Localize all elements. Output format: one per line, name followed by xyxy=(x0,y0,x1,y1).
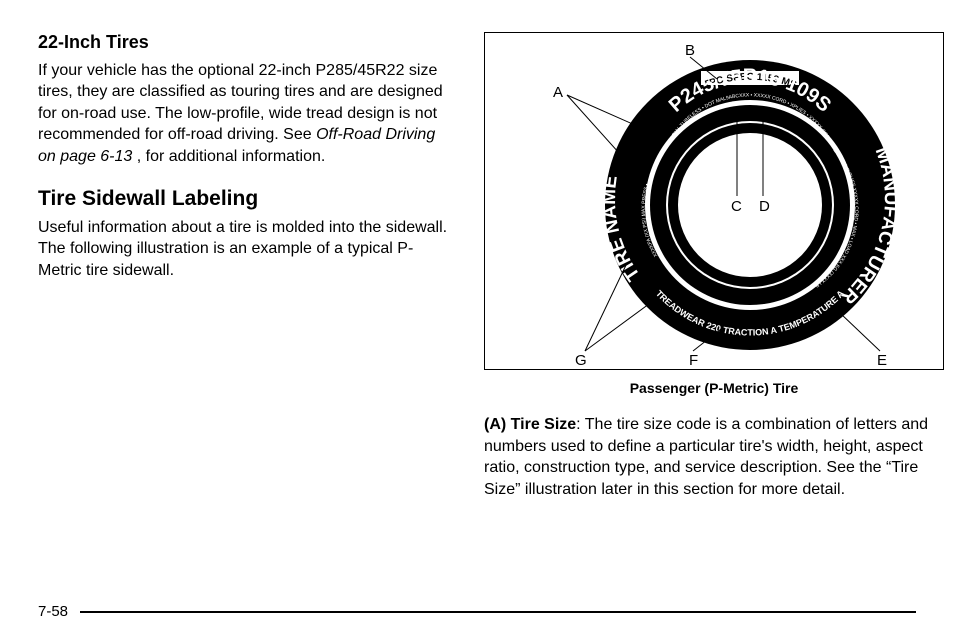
para-sidewall: Useful information about a tire is molde… xyxy=(38,217,456,282)
footer-rule xyxy=(80,611,916,613)
tire-figure: TPC SPEC 1153 MS P245/75R16 109S RADIAL … xyxy=(484,32,944,370)
figure-caption: Passenger (P-Metric) Tire xyxy=(484,380,944,396)
label-a: A xyxy=(553,84,563,101)
label-f: F xyxy=(689,352,698,369)
left-column: 22-Inch Tires If your vehicle has the op… xyxy=(38,32,456,504)
right-column: TPC SPEC 1153 MS P245/75R16 109S RADIAL … xyxy=(484,32,944,504)
label-e: E xyxy=(877,352,887,369)
label-b: B xyxy=(685,42,695,59)
entry-a-tire-size: (A) Tire Size: The tire size code is a c… xyxy=(484,414,944,500)
heading-22-inch-tires: 22-Inch Tires xyxy=(38,32,456,54)
entry-a-colon: : xyxy=(576,416,585,433)
para-22-inch: If your vehicle has the optional 22-inch… xyxy=(38,60,456,168)
label-d: D xyxy=(759,198,770,215)
heading-tire-sidewall: Tire Sidewall Labeling xyxy=(38,186,456,211)
page-footer: 7-58 xyxy=(38,603,916,620)
page-number: 7-58 xyxy=(38,603,68,620)
label-g: G xyxy=(575,352,587,369)
label-c: C xyxy=(731,198,742,215)
tire-diagram-svg: TPC SPEC 1153 MS P245/75R16 109S RADIAL … xyxy=(485,33,945,371)
para-22-inch-b: , for additional information. xyxy=(132,148,325,165)
entry-a-label: (A) Tire Size xyxy=(484,416,576,433)
